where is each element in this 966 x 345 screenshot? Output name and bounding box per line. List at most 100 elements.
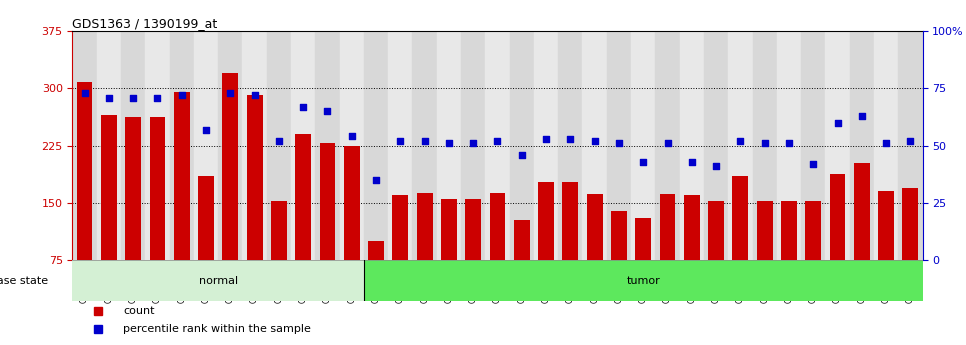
Bar [781, 201, 797, 260]
Bar [194, 31, 218, 260]
Bar [72, 260, 364, 302]
Bar [485, 31, 510, 260]
Bar [271, 201, 287, 260]
Bar [121, 31, 145, 260]
Point [441, 140, 457, 146]
Point [660, 140, 675, 146]
Bar [412, 31, 437, 260]
Bar [416, 193, 433, 260]
Bar [461, 31, 485, 260]
Bar [392, 195, 409, 260]
Bar [291, 31, 315, 260]
Point [126, 95, 141, 100]
Bar [174, 92, 189, 260]
Bar [753, 31, 777, 260]
Point [514, 152, 529, 158]
Point [466, 140, 481, 146]
Point [222, 90, 238, 96]
Bar [514, 220, 529, 260]
Bar [510, 31, 534, 260]
Text: GDS1363 / 1390199_at: GDS1363 / 1390199_at [72, 17, 217, 30]
Point [368, 177, 384, 183]
Bar [198, 176, 213, 260]
Point [150, 95, 165, 100]
Point [562, 136, 578, 141]
Point [684, 159, 699, 165]
Point [296, 104, 311, 109]
Point [320, 108, 335, 114]
Point [806, 161, 821, 167]
Bar [684, 195, 699, 260]
Bar [586, 194, 603, 260]
Bar [850, 31, 874, 260]
Bar [490, 193, 505, 260]
Bar [150, 117, 165, 260]
Bar [368, 241, 384, 260]
Bar [756, 201, 773, 260]
Bar [777, 31, 801, 260]
Bar [728, 31, 753, 260]
Bar [732, 176, 749, 260]
Point [830, 120, 845, 126]
Point [417, 138, 433, 144]
Bar [246, 95, 263, 260]
Bar [607, 31, 631, 260]
Text: tumor: tumor [626, 276, 660, 286]
Point [101, 95, 117, 100]
Point [344, 134, 359, 139]
Text: percentile rank within the sample: percentile rank within the sample [124, 324, 311, 334]
Point [538, 136, 554, 141]
Point [490, 138, 505, 144]
Bar [854, 163, 869, 260]
Bar [388, 31, 412, 260]
Point [174, 92, 189, 98]
Bar [878, 191, 894, 260]
Point [636, 159, 651, 165]
Point [271, 138, 287, 144]
Point [757, 140, 773, 146]
Bar [126, 117, 141, 260]
Bar [825, 31, 850, 260]
Bar [222, 73, 239, 260]
Point [854, 113, 869, 119]
Bar [340, 31, 364, 260]
Bar [315, 31, 340, 260]
Point [198, 127, 213, 132]
Bar [296, 134, 311, 260]
Bar [611, 210, 627, 260]
Bar [708, 201, 724, 260]
Bar [267, 31, 291, 260]
Bar [558, 31, 582, 260]
Bar [97, 31, 121, 260]
Point [247, 92, 263, 98]
Bar [534, 31, 558, 260]
Bar [562, 181, 579, 260]
Text: normal: normal [199, 276, 238, 286]
Bar [145, 31, 170, 260]
Bar [655, 31, 680, 260]
Bar [898, 31, 923, 260]
Point [77, 90, 93, 96]
Point [708, 164, 724, 169]
Bar [830, 174, 845, 260]
Bar [874, 31, 898, 260]
Point [611, 140, 627, 146]
Bar [806, 201, 821, 260]
Bar [170, 31, 194, 260]
Bar [801, 31, 825, 260]
Bar [582, 31, 607, 260]
Bar [72, 31, 97, 260]
Bar [218, 31, 242, 260]
Point [587, 138, 603, 144]
Bar [631, 31, 655, 260]
Text: disease state: disease state [0, 276, 48, 286]
Bar [704, 31, 728, 260]
Bar [437, 31, 461, 260]
Point [392, 138, 408, 144]
Bar [242, 31, 267, 260]
Bar [660, 194, 675, 260]
Point [732, 138, 748, 144]
Bar [636, 218, 651, 260]
Bar [320, 143, 335, 260]
Bar [441, 199, 457, 260]
